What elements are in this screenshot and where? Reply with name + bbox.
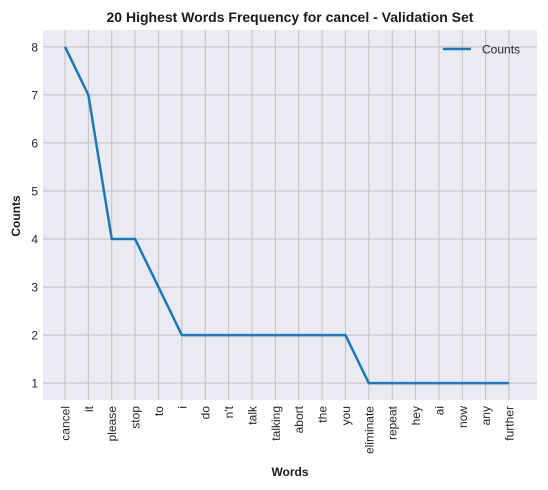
x-tick-label: now xyxy=(456,406,470,428)
x-tick-label: the xyxy=(316,406,330,423)
y-tick-label: 3 xyxy=(31,281,38,295)
x-tick-label: ai xyxy=(432,406,446,415)
y-axis-ticks: 1 2 3 4 5 6 7 8 xyxy=(31,40,38,390)
x-tick-label: abort xyxy=(292,405,306,433)
x-tick-label: hey xyxy=(409,406,423,425)
legend-label-counts: Counts xyxy=(482,43,520,57)
x-tick-label: do xyxy=(199,406,213,420)
y-tick-label: 4 xyxy=(31,233,38,247)
legend: Counts xyxy=(443,43,520,57)
x-tick-label: any xyxy=(479,406,493,425)
x-axis-ticks: cancel it please stop to i do n't talk talking abo… xyxy=(59,405,517,454)
x-tick-label: further xyxy=(503,406,517,441)
x-tick-label: repeat xyxy=(386,405,400,440)
x-tick-label: n't xyxy=(222,405,236,418)
y-axis-label: Counts xyxy=(9,195,23,237)
y-tick-label: 5 xyxy=(31,184,38,198)
y-tick-label: 7 xyxy=(31,88,38,102)
x-tick-label: you xyxy=(339,406,353,425)
plot-area xyxy=(43,30,537,400)
x-axis-label: Words xyxy=(271,465,308,479)
x-tick-label: cancel xyxy=(59,406,73,441)
x-tick-label: to xyxy=(152,406,166,416)
y-tick-label: 1 xyxy=(31,377,38,391)
grid-lines xyxy=(43,30,537,400)
y-tick-label: 2 xyxy=(31,329,38,343)
y-tick-label: 6 xyxy=(31,136,38,150)
x-tick-label: talk xyxy=(245,405,259,425)
x-tick-label: i xyxy=(175,406,189,409)
y-tick-label: 8 xyxy=(31,40,38,54)
x-tick-label: it xyxy=(82,405,96,412)
x-tick-label: eliminate xyxy=(362,406,376,454)
x-tick-label: talking xyxy=(269,406,283,441)
chart-title: 20 Highest Words Frequency for cancel - … xyxy=(107,9,474,25)
x-tick-label: please xyxy=(105,406,119,442)
series-line-counts xyxy=(63,46,510,385)
x-tick-label: stop xyxy=(129,406,143,429)
